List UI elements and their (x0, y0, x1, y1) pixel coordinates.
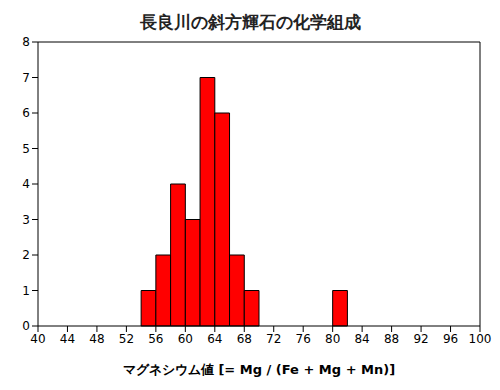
svg-text:44: 44 (60, 332, 75, 346)
svg-text:3: 3 (22, 213, 30, 227)
svg-text:8: 8 (22, 36, 30, 49)
svg-text:48: 48 (89, 332, 104, 346)
svg-text:80: 80 (325, 332, 340, 346)
svg-text:4: 4 (22, 177, 30, 191)
svg-text:76: 76 (296, 332, 311, 346)
svg-text:100: 100 (469, 332, 492, 346)
svg-text:1: 1 (22, 284, 30, 298)
svg-text:52: 52 (119, 332, 134, 346)
svg-text:84: 84 (354, 332, 369, 346)
html-text:長良川の斜方輝石の化学組成: 長良川の斜方輝石の化学組成 (139, 12, 361, 32)
svg-text:64: 64 (207, 332, 222, 346)
svg-text:40: 40 (30, 332, 45, 346)
svg-text:60: 60 (178, 332, 193, 346)
svg-text:マグネシウム値 [= Mg / (Fe + Mg + Mn): マグネシウム値 [= Mg / (Fe + Mg + Mn)] (123, 362, 395, 377)
svg-text:92: 92 (413, 332, 428, 346)
svg-text:96: 96 (443, 332, 458, 346)
svg-text:88: 88 (384, 332, 399, 346)
svg-text:6: 6 (22, 106, 30, 120)
svg-text:72: 72 (266, 332, 281, 346)
svg-text:56: 56 (148, 332, 163, 346)
svg-text:2: 2 (22, 248, 30, 262)
svg-text:68: 68 (237, 332, 252, 346)
svg-text:7: 7 (22, 71, 30, 85)
svg-text:0: 0 (22, 319, 30, 333)
svg-text:5: 5 (22, 142, 30, 156)
